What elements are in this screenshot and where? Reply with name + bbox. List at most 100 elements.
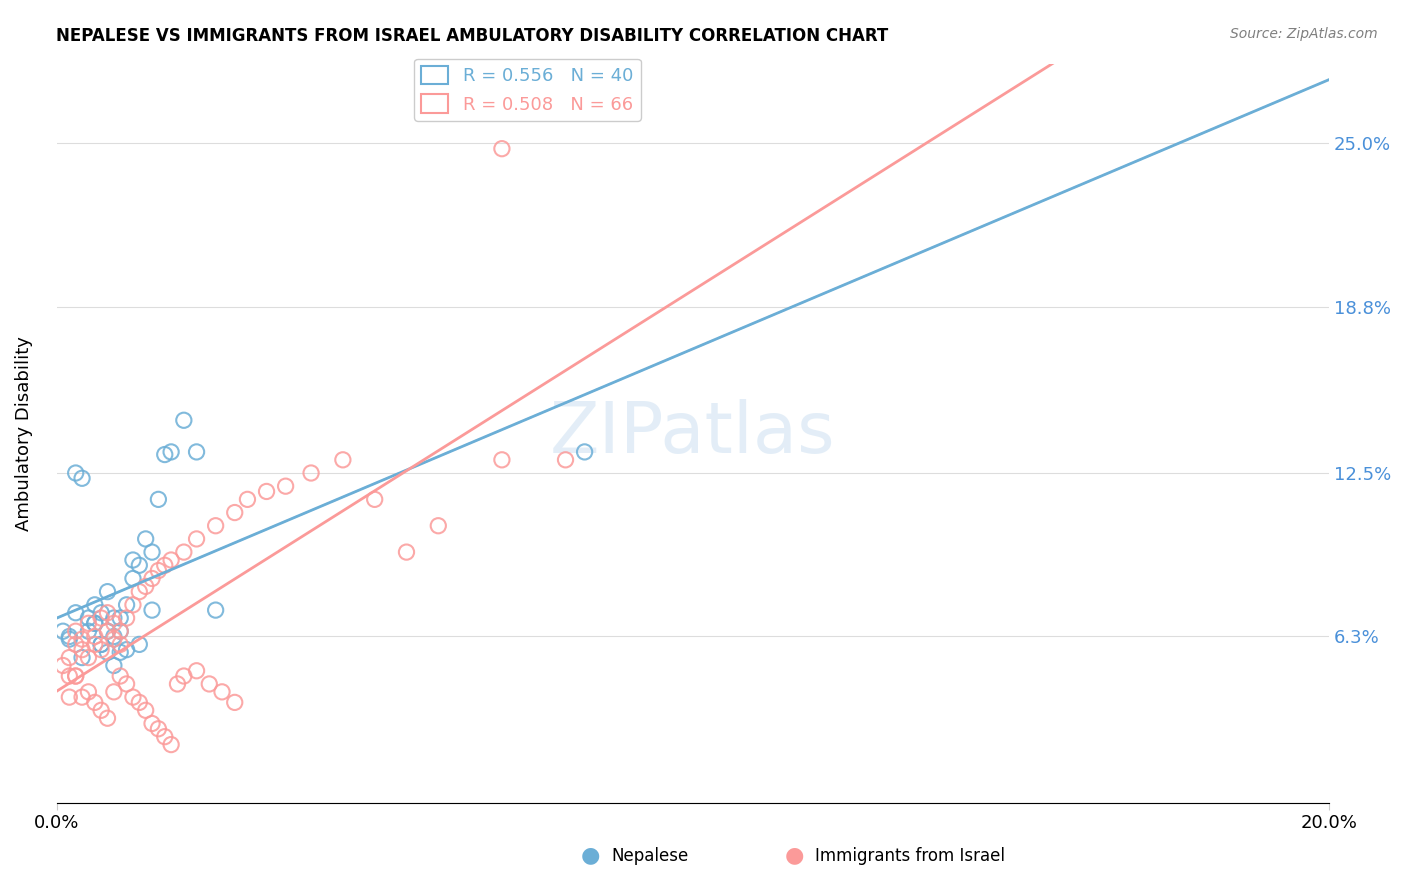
Point bbox=[395, 545, 418, 559]
Point bbox=[90, 606, 112, 620]
Point bbox=[141, 545, 163, 559]
Y-axis label: Ambulatory Disability: Ambulatory Disability bbox=[15, 336, 32, 531]
Point bbox=[186, 664, 208, 678]
Point bbox=[83, 630, 105, 644]
Text: ●: ● bbox=[785, 846, 804, 865]
Point bbox=[166, 677, 188, 691]
Point bbox=[141, 716, 163, 731]
Point bbox=[160, 445, 183, 459]
Point bbox=[83, 616, 105, 631]
Point bbox=[103, 685, 125, 699]
Point bbox=[332, 452, 354, 467]
Point bbox=[148, 564, 170, 578]
Point bbox=[110, 624, 132, 639]
Point bbox=[135, 703, 157, 717]
Point bbox=[115, 642, 138, 657]
Point bbox=[274, 479, 297, 493]
Point bbox=[574, 445, 596, 459]
Point bbox=[173, 413, 195, 427]
Point bbox=[186, 532, 208, 546]
Point bbox=[128, 695, 150, 709]
Point bbox=[103, 658, 125, 673]
Point bbox=[70, 642, 93, 657]
Point bbox=[128, 558, 150, 573]
Point bbox=[427, 518, 450, 533]
Point bbox=[148, 722, 170, 736]
Point bbox=[65, 669, 87, 683]
Point bbox=[115, 598, 138, 612]
Point bbox=[256, 484, 278, 499]
Point bbox=[77, 650, 100, 665]
Point bbox=[83, 598, 105, 612]
Point bbox=[160, 738, 183, 752]
Point bbox=[173, 545, 195, 559]
Point bbox=[122, 598, 145, 612]
Point bbox=[77, 685, 100, 699]
Point bbox=[70, 690, 93, 705]
Point bbox=[224, 695, 246, 709]
Point bbox=[90, 703, 112, 717]
Point bbox=[103, 630, 125, 644]
Point bbox=[299, 466, 322, 480]
Point bbox=[122, 690, 145, 705]
Point bbox=[204, 518, 226, 533]
Point bbox=[70, 650, 93, 665]
Point bbox=[83, 616, 105, 631]
Point bbox=[83, 695, 105, 709]
Point bbox=[65, 624, 87, 639]
Point bbox=[103, 632, 125, 646]
Point bbox=[90, 642, 112, 657]
Point bbox=[186, 445, 208, 459]
Point bbox=[160, 553, 183, 567]
Point bbox=[363, 492, 385, 507]
Point bbox=[96, 624, 118, 639]
Point bbox=[65, 466, 87, 480]
Text: ZIPatlas: ZIPatlas bbox=[550, 399, 835, 468]
Point bbox=[110, 637, 132, 651]
Point bbox=[96, 606, 118, 620]
Point bbox=[103, 611, 125, 625]
Point bbox=[52, 658, 75, 673]
Point bbox=[211, 685, 233, 699]
Point bbox=[103, 616, 125, 631]
Point bbox=[115, 611, 138, 625]
Text: Immigrants from Israel: Immigrants from Israel bbox=[815, 847, 1005, 865]
Point bbox=[153, 558, 176, 573]
Point bbox=[236, 492, 259, 507]
Point bbox=[148, 492, 170, 507]
Point bbox=[52, 624, 75, 639]
Legend: R = 0.556   N = 40, R = 0.508   N = 66: R = 0.556 N = 40, R = 0.508 N = 66 bbox=[415, 59, 641, 120]
Point bbox=[90, 611, 112, 625]
Point bbox=[122, 572, 145, 586]
Point bbox=[83, 637, 105, 651]
Point bbox=[141, 603, 163, 617]
Text: ●: ● bbox=[581, 846, 600, 865]
Point bbox=[77, 611, 100, 625]
Text: Source: ZipAtlas.com: Source: ZipAtlas.com bbox=[1230, 27, 1378, 41]
Point bbox=[110, 624, 132, 639]
Text: Nepalese: Nepalese bbox=[612, 847, 689, 865]
Point bbox=[96, 645, 118, 659]
Point bbox=[58, 632, 80, 646]
Point bbox=[491, 452, 513, 467]
Point bbox=[90, 637, 112, 651]
Point bbox=[65, 606, 87, 620]
Point bbox=[58, 630, 80, 644]
Point bbox=[135, 532, 157, 546]
Text: NEPALESE VS IMMIGRANTS FROM ISRAEL AMBULATORY DISABILITY CORRELATION CHART: NEPALESE VS IMMIGRANTS FROM ISRAEL AMBUL… bbox=[56, 27, 889, 45]
Point bbox=[141, 572, 163, 586]
Point bbox=[204, 603, 226, 617]
Point bbox=[153, 730, 176, 744]
Point bbox=[96, 711, 118, 725]
Point bbox=[173, 669, 195, 683]
Point bbox=[110, 611, 132, 625]
Point bbox=[70, 632, 93, 646]
Point bbox=[110, 669, 132, 683]
Point bbox=[96, 624, 118, 639]
Point bbox=[58, 650, 80, 665]
Point bbox=[90, 637, 112, 651]
Point bbox=[77, 624, 100, 639]
Point bbox=[491, 142, 513, 156]
Point bbox=[153, 448, 176, 462]
Point bbox=[58, 669, 80, 683]
